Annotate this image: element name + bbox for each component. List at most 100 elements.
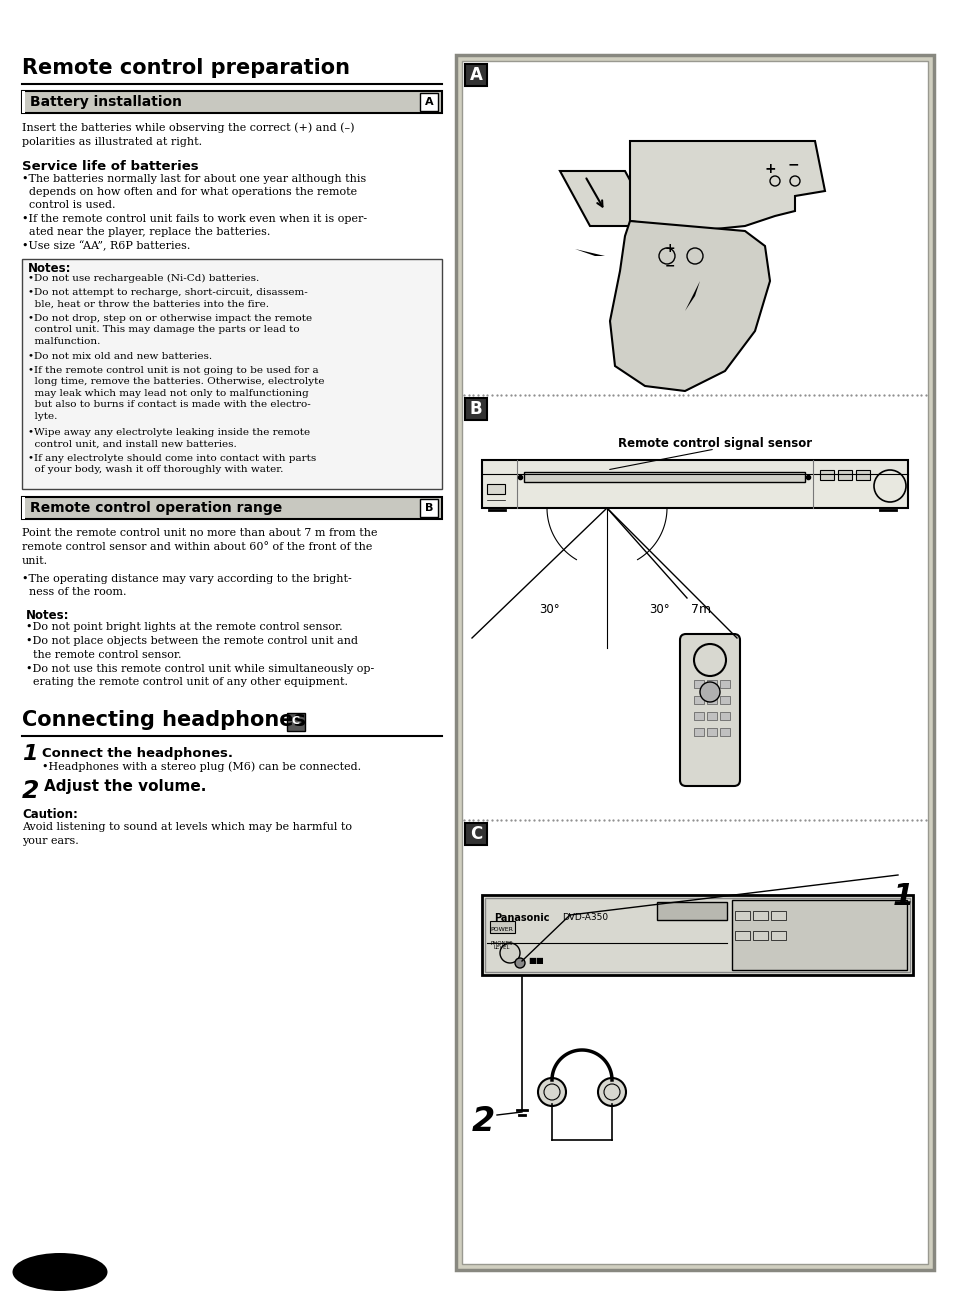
Bar: [770, 932, 785, 940]
Polygon shape: [575, 248, 604, 256]
Bar: [464, 398, 486, 420]
Text: C: C: [470, 825, 481, 844]
Polygon shape: [609, 221, 769, 392]
Text: •Do not mix old and new batteries.: •Do not mix old and new batteries.: [28, 352, 212, 361]
Bar: [720, 712, 729, 720]
Text: Point the remote control unit no more than about 7 m from the
remote control sen: Point the remote control unit no more th…: [22, 528, 377, 566]
Bar: [734, 911, 749, 920]
Bar: [486, 484, 504, 494]
Bar: [481, 460, 907, 509]
Bar: [490, 921, 515, 933]
Bar: [706, 681, 717, 689]
Text: Insert the batteries while observing the correct (+) and (–)
polarities as illus: Insert the batteries while observing the…: [22, 122, 355, 147]
Bar: [464, 64, 486, 85]
Text: Service life of batteries: Service life of batteries: [22, 160, 198, 173]
Bar: [22, 497, 441, 519]
Bar: [855, 470, 869, 480]
Text: Avoid listening to sound at levels which may be harmful to
your ears.: Avoid listening to sound at levels which…: [22, 821, 352, 845]
Text: 30°: 30°: [648, 603, 669, 616]
Text: +: +: [763, 162, 775, 176]
Text: Notes:: Notes:: [28, 261, 71, 275]
Text: DVD-A350: DVD-A350: [561, 913, 607, 922]
Text: 1: 1: [891, 882, 913, 911]
Text: •Do not point bright lights at the remote control sensor.: •Do not point bright lights at the remot…: [26, 622, 342, 632]
Text: •Use size “AA”, R6P batteries.: •Use size “AA”, R6P batteries.: [22, 240, 191, 251]
Text: PHONES: PHONES: [490, 941, 513, 946]
Text: Remote control preparation: Remote control preparation: [22, 58, 350, 78]
Text: •The operating distance may vary according to the bright-
  ness of the room.: •The operating distance may vary accordi…: [22, 574, 352, 597]
Text: −: −: [664, 259, 675, 272]
Circle shape: [515, 958, 524, 968]
Bar: [693, 728, 703, 736]
Text: •Do not attempt to recharge, short-circuit, disassem-
  ble, heat or throw the b: •Do not attempt to recharge, short-circu…: [28, 288, 308, 309]
Circle shape: [598, 1077, 625, 1106]
Text: •Do not drop, step on or otherwise impact the remote
  control unit. This may da: •Do not drop, step on or otherwise impac…: [28, 314, 312, 346]
Text: −: −: [786, 156, 798, 171]
Bar: [464, 823, 486, 845]
Text: •Do not use this remote control unit while simultaneously op-
  erating the remo: •Do not use this remote control unit whi…: [26, 664, 374, 687]
Bar: [720, 728, 729, 736]
Text: •Do not use rechargeable (Ni-Cd) batteries.: •Do not use rechargeable (Ni-Cd) batteri…: [28, 275, 259, 283]
Circle shape: [537, 1077, 565, 1106]
Bar: [523, 472, 804, 482]
Ellipse shape: [12, 1254, 108, 1290]
Text: 2: 2: [22, 778, 39, 803]
Bar: [734, 932, 749, 940]
Text: Connecting headphones: Connecting headphones: [22, 711, 306, 731]
Text: B: B: [469, 399, 482, 418]
Polygon shape: [559, 171, 655, 226]
Circle shape: [499, 943, 519, 963]
Text: •If any electrolyte should come into contact with parts
  of your body, wash it : •If any electrolyte should come into con…: [28, 455, 315, 474]
Text: •Do not place objects between the remote control unit and
  the remote control s: •Do not place objects between the remote…: [26, 636, 357, 660]
Text: 2: 2: [472, 1105, 495, 1138]
Bar: [706, 696, 717, 704]
Bar: [693, 712, 703, 720]
Text: •If the remote control unit fails to work even when it is oper-
  ated near the : •If the remote control unit fails to wor…: [22, 213, 367, 237]
Text: +: +: [664, 243, 675, 255]
Bar: [419, 499, 437, 516]
Text: Connect the headphones.: Connect the headphones.: [42, 746, 233, 759]
Text: •Headphones with a stereo plug (M6) can be connected.: •Headphones with a stereo plug (M6) can …: [42, 762, 361, 773]
Text: POWER: POWER: [490, 926, 513, 932]
Bar: [484, 897, 909, 972]
Bar: [706, 712, 717, 720]
Bar: [837, 470, 851, 480]
Text: 30°: 30°: [538, 603, 558, 616]
Bar: [481, 895, 912, 975]
Bar: [461, 60, 927, 1264]
Text: Notes:: Notes:: [26, 608, 70, 622]
Text: •The batteries normally last for about one year although this
  depends on how o: •The batteries normally last for about o…: [22, 173, 366, 210]
Text: Adjust the volume.: Adjust the volume.: [44, 779, 206, 795]
Bar: [693, 696, 703, 704]
Text: ■■: ■■: [527, 957, 543, 966]
Text: C: C: [292, 716, 300, 727]
Bar: [720, 696, 729, 704]
Bar: [456, 55, 933, 1271]
Bar: [731, 900, 906, 970]
Bar: [693, 681, 703, 689]
Bar: [22, 497, 25, 519]
Text: •Wipe away any electrolyte leaking inside the remote
  control unit, and install: •Wipe away any electrolyte leaking insid…: [28, 428, 310, 448]
Text: B: B: [424, 503, 433, 512]
Bar: [752, 932, 767, 940]
Text: 7m: 7m: [690, 603, 710, 616]
Bar: [22, 91, 25, 113]
Bar: [22, 259, 441, 489]
Text: Battery installation: Battery installation: [30, 95, 182, 109]
Bar: [752, 911, 767, 920]
Bar: [419, 93, 437, 110]
Bar: [22, 91, 441, 113]
Text: Remote control operation range: Remote control operation range: [30, 501, 282, 515]
Polygon shape: [629, 141, 824, 231]
Bar: [820, 470, 833, 480]
Text: Remote control signal sensor: Remote control signal sensor: [618, 438, 811, 449]
Bar: [720, 681, 729, 689]
Circle shape: [693, 644, 725, 675]
Text: •If the remote control unit is not going to be used for a
  long time, remove th: •If the remote control unit is not going…: [28, 367, 324, 420]
Text: A: A: [424, 97, 433, 106]
Text: A: A: [469, 66, 482, 84]
Bar: [657, 901, 726, 920]
FancyBboxPatch shape: [679, 633, 740, 786]
Text: Panasonic: Panasonic: [494, 913, 549, 922]
Text: Caution:: Caution:: [22, 808, 78, 821]
